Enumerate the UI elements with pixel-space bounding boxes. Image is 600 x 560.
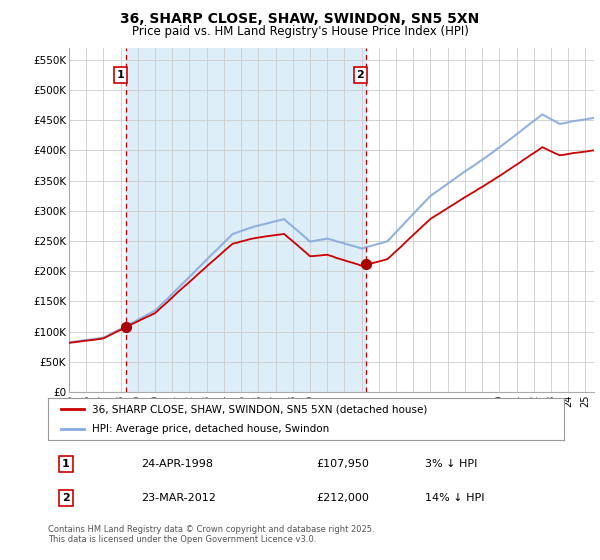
Text: 1: 1 xyxy=(117,70,125,80)
Text: £107,950: £107,950 xyxy=(316,459,369,469)
Point xyxy=(361,259,370,268)
Text: 2: 2 xyxy=(356,70,364,80)
Bar xyxy=(126,48,365,392)
Text: Contains HM Land Registry data © Crown copyright and database right 2025.
This d: Contains HM Land Registry data © Crown c… xyxy=(48,525,374,544)
Text: Price paid vs. HM Land Registry's House Price Index (HPI): Price paid vs. HM Land Registry's House … xyxy=(131,25,469,38)
Text: 1: 1 xyxy=(62,459,70,469)
Text: HPI: Average price, detached house, Swindon: HPI: Average price, detached house, Swin… xyxy=(92,424,329,434)
Text: 2: 2 xyxy=(62,493,70,503)
Text: £212,000: £212,000 xyxy=(316,493,369,503)
Text: 36, SHARP CLOSE, SHAW, SWINDON, SN5 5XN: 36, SHARP CLOSE, SHAW, SWINDON, SN5 5XN xyxy=(121,12,479,26)
Bar xyxy=(365,48,600,392)
Text: 3% ↓ HPI: 3% ↓ HPI xyxy=(425,459,477,469)
Bar xyxy=(126,48,365,392)
Text: 24-APR-1998: 24-APR-1998 xyxy=(141,459,213,469)
Point xyxy=(121,323,131,332)
Text: 23-MAR-2012: 23-MAR-2012 xyxy=(141,493,216,503)
Text: 36, SHARP CLOSE, SHAW, SWINDON, SN5 5XN (detached house): 36, SHARP CLOSE, SHAW, SWINDON, SN5 5XN … xyxy=(92,404,427,414)
Bar xyxy=(69,48,126,392)
Text: 14% ↓ HPI: 14% ↓ HPI xyxy=(425,493,484,503)
